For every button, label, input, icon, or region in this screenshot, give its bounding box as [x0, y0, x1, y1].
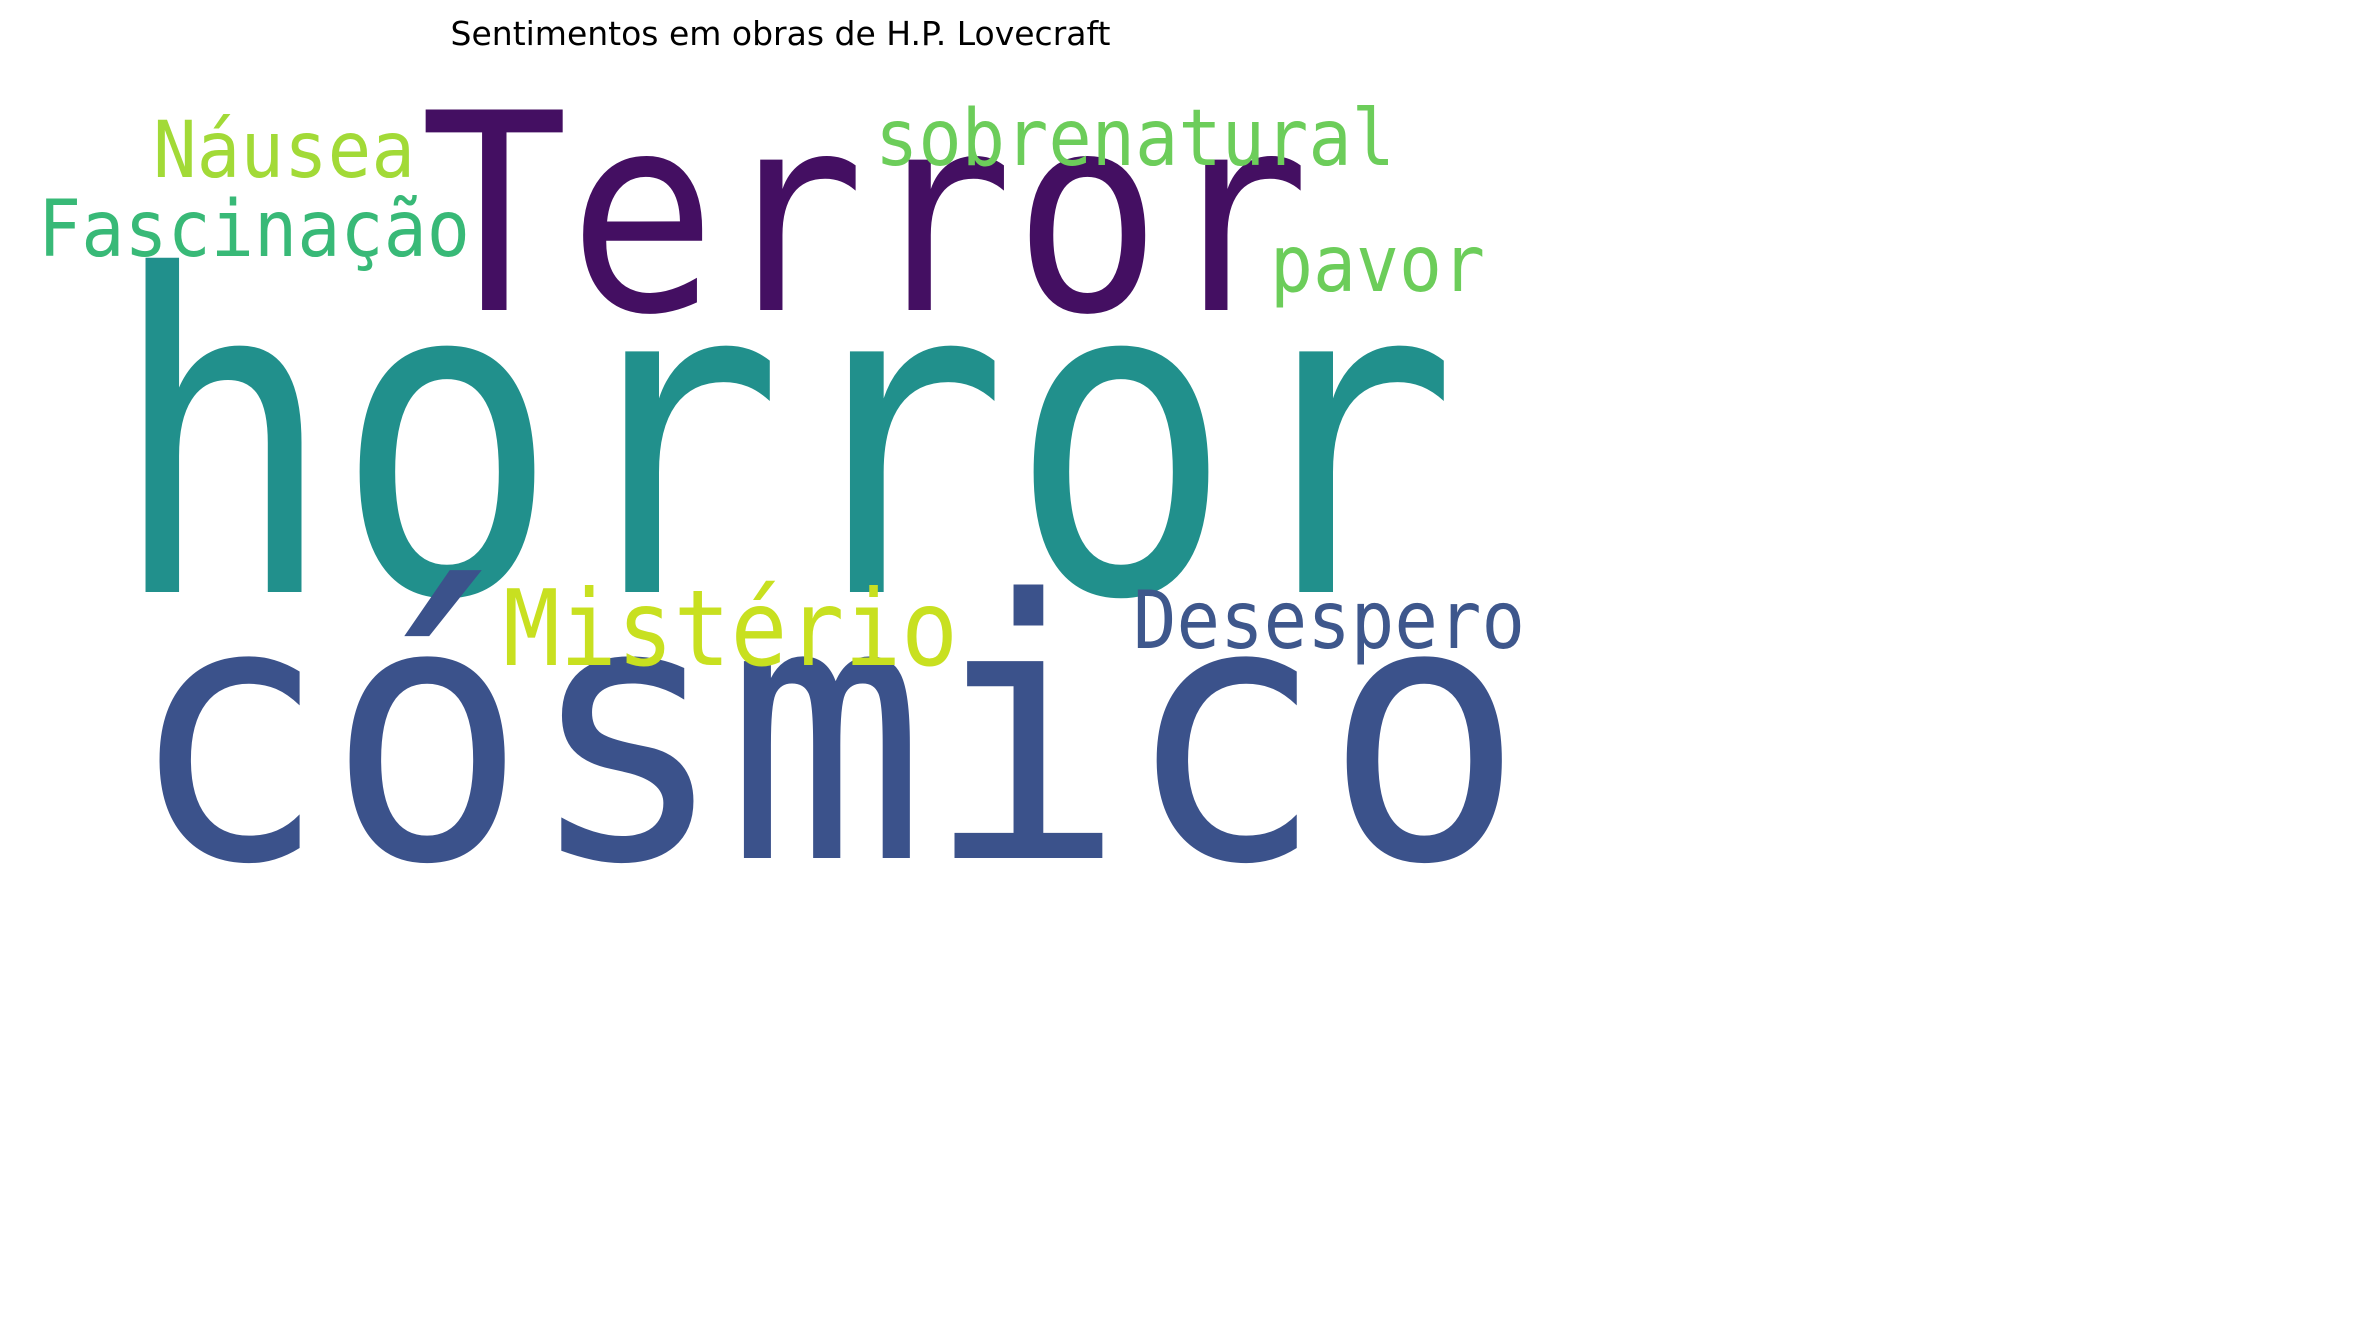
- word-8: Fascinação: [38, 185, 470, 275]
- word-3: Terror: [420, 55, 1310, 375]
- chart-title: Sentimentos em obras de H.P. Lovecraft: [450, 14, 1111, 53]
- word-5: Desespero: [1133, 574, 1525, 667]
- word-7: Náusea: [153, 106, 415, 196]
- word-4: Mistério: [503, 568, 958, 690]
- word-6: sobrenatural: [875, 94, 1395, 184]
- word-cloud-figure: Sentimentos em obras de H.P. Lovecraft h…: [0, 0, 1561, 943]
- word-2: cósmico: [128, 524, 1524, 943]
- word-1: horror: [110, 184, 1458, 696]
- word-9: pavor: [1270, 220, 1485, 310]
